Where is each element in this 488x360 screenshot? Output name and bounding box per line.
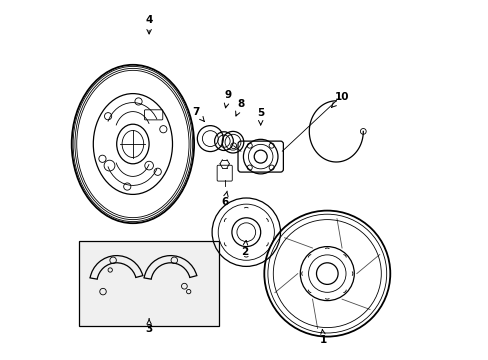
Text: 2: 2 (241, 240, 247, 257)
Text: 8: 8 (235, 99, 244, 116)
Text: 10: 10 (331, 92, 348, 107)
Text: 1: 1 (320, 329, 326, 345)
Text: 6: 6 (221, 191, 228, 207)
Text: 5: 5 (257, 108, 264, 125)
Text: 4: 4 (145, 15, 152, 34)
Text: 9: 9 (224, 90, 231, 108)
Text: 3: 3 (145, 319, 152, 334)
Bar (79, 241, 219, 326)
Text: 7: 7 (192, 107, 204, 121)
